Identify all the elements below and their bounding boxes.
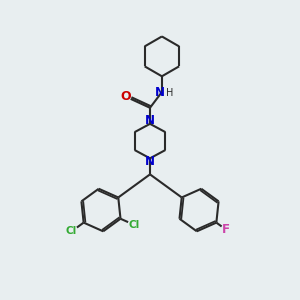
Text: N: N (145, 114, 155, 128)
Text: H: H (166, 88, 174, 98)
Text: F: F (221, 223, 230, 236)
Text: Cl: Cl (128, 220, 140, 230)
Text: O: O (121, 90, 131, 103)
Text: N: N (145, 155, 155, 168)
Text: N: N (154, 85, 164, 98)
Text: Cl: Cl (66, 226, 77, 236)
